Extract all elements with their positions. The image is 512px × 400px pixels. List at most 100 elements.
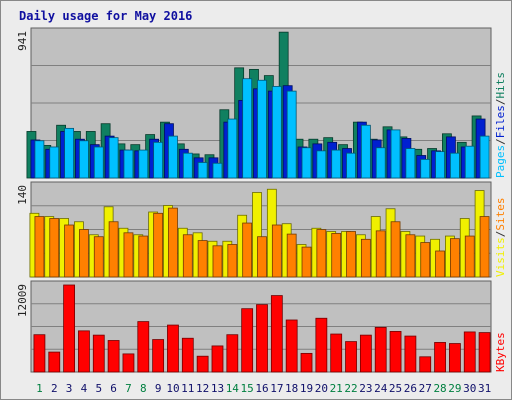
day-label-19: 19 [300,382,313,395]
bar-sites-28: Sites 28: 40 [435,250,445,278]
bar-sites-6: Sites 6: 85 [108,221,119,278]
bar-pages-22: Pages 22: 160 [346,152,356,179]
bar-pages-12: Pages 12: 100 [197,162,208,179]
legend-entry: Visits [494,237,507,277]
bar-sites-22: Sites 22: 70 [346,231,356,278]
bar-pages-3: Pages 3: 320 [64,127,74,179]
day-label-13: 13 [211,382,224,395]
bar-pages-26: Pages 26: 190 [405,148,416,179]
bar-pages-23: Pages 23: 340 [360,124,371,179]
bar-pages-4: Pages 4: 240 [79,140,89,179]
bar-kbytes-8: KBytes 8: 6960 [137,321,150,373]
bar-kbytes-7: KBytes 7: 2500 [122,353,135,373]
bar-kbytes-11: KBytes 11: 4660 [181,337,194,373]
bar-pages-19: Pages 19: 195 [301,147,312,179]
bar-kbytes-14: KBytes 14: 5150 [226,334,239,373]
pages-files-hits-legend: Pages/Files/Hits [494,72,507,178]
day-label-6: 6 [110,382,117,395]
bar-kbytes-6: KBytes 6: 4350 [107,340,120,373]
bar-kbytes-2: KBytes 2: 2750 [48,351,61,373]
bar-sites-1: Sites 1: 93 [34,216,45,278]
bar-sites-21: Sites 21: 67 [331,233,342,278]
bar-sites-14: Sites 14: 50 [227,244,238,278]
bar-pages-13: Pages 13: 95 [212,162,223,179]
bar-pages-21: Pages 21: 180 [331,149,342,179]
bar-kbytes-18: KBytes 18: 7180 [285,319,298,373]
bar-sites-5: Sites 5: 62 [93,236,104,278]
bar-sites-17: Sites 17: 80 [271,224,282,278]
bar-pages-29: Pages 29: 160 [450,152,460,179]
bar-sites-12: Sites 12: 56 [197,240,208,278]
day-label-21: 21 [330,382,343,395]
series-pages: Pages 1: 240 Pages 2: 200 Pages 3: 320 Page… [34,78,490,179]
bar-sites-15: Sites 15: 83 [242,222,253,278]
day-label-28: 28 [433,382,446,395]
bar-sites-30: Sites 30: 63 [464,235,475,278]
bar-sites-2: Sites 2: 90 [49,218,60,278]
legend-entry: KBytes [494,332,507,372]
bar-kbytes-4: KBytes 4: 5680 [78,330,90,373]
bar-pages-5: Pages 5: 200 [93,146,104,179]
bar-sites-24: Sites 24: 71 [375,230,386,278]
bar-sites-10: Sites 10: 106 [168,207,178,278]
bar-sites-4: Sites 4: 73 [79,229,89,278]
day-label-3: 3 [66,382,73,395]
bar-kbytes-19: KBytes 19: 2570 [300,352,313,373]
day-label-17: 17 [270,382,283,395]
legend-entry: Hits [494,72,507,99]
bar-pages-30: Pages 30: 205 [464,145,475,179]
day-label-7: 7 [125,382,132,395]
bar-pages-14: Pages 14: 380 [227,118,238,179]
visits-sites-legend: Visits/Sites [494,198,507,278]
bar-kbytes-23: KBytes 23: 5090 [359,334,372,373]
bar-sites-3: Sites 3: 80 [64,224,74,278]
day-label-15: 15 [241,382,254,395]
bar-kbytes-20: KBytes 20: 7420 [315,317,328,373]
day-label-25: 25 [389,382,402,395]
bar-sites-9: Sites 9: 98 [153,212,164,278]
bar-kbytes-9: KBytes 9: 4480 [152,339,165,373]
bar-sites-13: Sites 13: 48 [212,245,223,278]
bar-kbytes-29: KBytes 29: 3930 [449,343,461,373]
day-label-4: 4 [81,382,88,395]
day-label-23: 23 [359,382,372,395]
bar-pages-16: Pages 16: 630 [257,79,267,179]
bar-pages-25: Pages 25: 310 [390,129,401,179]
visits-sites-ymax-label: 140 [16,185,29,205]
bar-pages-8: Pages 8: 180 [138,149,149,179]
day-label-2: 2 [51,382,58,395]
day-label-8: 8 [140,382,147,395]
day-label-20: 20 [315,382,328,395]
bar-sites-11: Sites 11: 65 [182,234,193,278]
chart-title: Daily usage for May 2016 [19,9,192,23]
bar-sites-31: Sites 31: 93 [479,216,490,278]
pages-files-hits-ymax-label: 941 [16,31,29,51]
bar-kbytes-31: KBytes 31: 5440 [478,332,491,373]
bar-pages-17: Pages 17: 590 [271,86,282,179]
bar-kbytes-3: KBytes 3: 12009 [63,284,75,373]
bar-kbytes-5: KBytes 5: 5090 [92,334,105,373]
bar-kbytes-30: KBytes 30: 5530 [463,331,476,373]
day-label-14: 14 [226,382,240,395]
bar-kbytes-16: KBytes 16: 9300 [256,304,268,373]
legend-entry: Files [494,105,507,138]
bar-sites-7: Sites 7: 68 [123,232,134,278]
legend-entry: / [494,99,507,106]
bar-kbytes-15: KBytes 15: 8740 [241,308,254,373]
bar-kbytes-10: KBytes 10: 6480 [167,324,179,373]
day-labels: 1 2 3 4 5 6 7 8 9 10 11 12 13 14 15 16 17 18 19 20 21 22 23 24 2… [36,382,491,395]
series-sites: Sites 1: 93 Sites 2: 90 Sites 3: 80 Sites 4… [34,207,490,278]
bar-kbytes-26: KBytes 26: 4960 [404,335,417,373]
bar-sites-19: Sites 19: 46 [301,246,312,278]
kbytes-ymax-label: 12009 [16,284,29,317]
bar-kbytes-1: KBytes 1: 5150 [33,334,46,373]
bar-kbytes-17: KBytes 17: 10550 [270,295,283,373]
bar-kbytes-27: KBytes 27: 2100 [419,356,432,373]
day-label-29: 29 [448,382,461,395]
legend-entry: Pages [494,145,507,178]
legend-entry: / [494,231,507,238]
bar-pages-24: Pages 24: 195 [375,147,386,179]
